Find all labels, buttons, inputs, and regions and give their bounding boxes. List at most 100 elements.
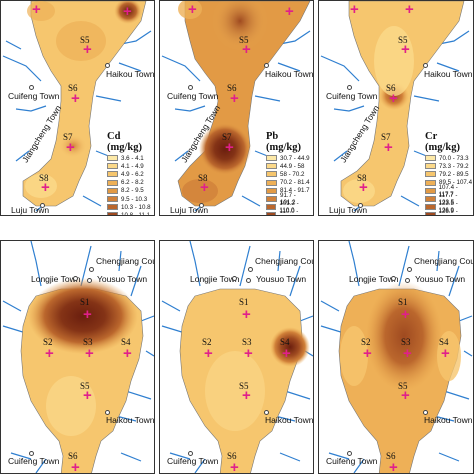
place-label-haikou: Haikou Town	[265, 415, 314, 425]
place-label-cuifeng: Cuifeng Town	[326, 456, 378, 466]
site-label-s5: S5	[239, 381, 249, 391]
legend-swatch	[266, 212, 277, 215]
legend-range-label: 8.2 - 9.5	[121, 187, 144, 195]
site-label-s2: S2	[43, 337, 53, 347]
site-label-s5: S5	[80, 381, 90, 391]
town-dot	[391, 276, 396, 281]
legend-range-label: 117.7 - 123.5	[438, 192, 458, 207]
site-marker: +	[66, 139, 75, 156]
site-marker: +	[363, 345, 372, 362]
site-label-s7: S7	[63, 132, 73, 142]
site-label-s6: S6	[386, 451, 396, 461]
site-label-s8: S8	[357, 173, 367, 183]
site-marker: +	[83, 41, 92, 58]
legend-swatch	[107, 155, 118, 162]
place-label-haikou: Haikou Town	[106, 415, 155, 425]
site-label-s3: S3	[83, 337, 93, 347]
legend-item: 89.5 - 107.4	[425, 179, 473, 187]
legend-range-label: 6.2 - 8.2	[121, 179, 144, 187]
legend-swatch	[266, 171, 277, 178]
rivers	[161, 241, 313, 473]
site-marker: +	[83, 306, 92, 323]
site-label-s8: S8	[39, 173, 49, 183]
legend-item: 44.9 - 58	[266, 162, 313, 170]
site-label-s7: S7	[381, 132, 391, 142]
legend-range-label: 10.8 - 11.1	[121, 211, 151, 216]
place-label-cuifeng: Cuifeng Town	[326, 91, 378, 101]
town-dot	[264, 63, 269, 68]
site-marker: +	[188, 1, 197, 18]
site-label-s4: S4	[280, 337, 290, 347]
legend-swatch	[425, 179, 436, 186]
site-marker: +	[83, 387, 92, 404]
cr-lake-map	[320, 1, 470, 212]
lake-map-4	[2, 241, 154, 473]
site-label-s6: S6	[227, 451, 237, 461]
town-dot	[73, 276, 78, 281]
place-label-cuifeng: Cuifeng Town	[8, 456, 60, 466]
legend-pb: Pb (mg/kg) 30.7 - 44.9 44.9 - 58 58 - 70.2…	[266, 131, 313, 215]
legend-item: 79.2 - 89.5	[425, 170, 473, 178]
legend-swatch	[425, 171, 436, 178]
rivers	[320, 241, 473, 473]
legend-item: 6.2 - 8.2	[107, 179, 154, 187]
site-marker: +	[389, 90, 398, 107]
legend-swatch	[266, 204, 277, 211]
legend-range-label: 30.7 - 44.9	[280, 154, 310, 162]
legend-swatch	[107, 212, 118, 215]
place-label-haikou: Haikou Town	[424, 415, 473, 425]
site-label-s1: S1	[398, 297, 408, 307]
legend-swatch	[107, 187, 118, 194]
site-label-s8: S8	[198, 173, 208, 183]
site-marker: +	[401, 306, 410, 323]
legend-swatch	[107, 196, 118, 203]
legend-range-label: 107.4 - 117.7	[438, 183, 458, 198]
town-dot	[405, 278, 410, 283]
place-label-luju: Luju Town	[170, 205, 209, 215]
legend-title: Cd (mg/kg)	[107, 131, 142, 153]
legend-range-label: 44.9 - 58	[280, 162, 305, 170]
legend-range-label: 126.9 - 128.8	[438, 208, 458, 216]
legend-item: 126.9 - 128.8	[425, 208, 473, 216]
site-label-s2: S2	[361, 337, 371, 347]
place-label-chengjiang: Chengjiang County	[255, 256, 313, 266]
site-marker: +	[403, 345, 412, 362]
site-marker: +	[441, 345, 450, 362]
site-label-s5: S5	[398, 381, 408, 391]
legend-range-label: 70.2 - 81.4	[280, 179, 310, 187]
legend-range-label: 58 - 70.2	[280, 170, 305, 178]
legend-title: Cr (mg/kg)	[425, 131, 460, 153]
legend-swatch	[425, 155, 436, 162]
town-dot	[40, 203, 45, 208]
legend-item: 4.9 - 6.2	[107, 170, 154, 178]
site-marker: +	[32, 1, 41, 18]
place-label-cuifeng: Cuifeng Town	[167, 91, 219, 101]
site-marker: +	[405, 1, 414, 18]
site-label-s2: S2	[202, 337, 212, 347]
cd-lake-map	[2, 1, 152, 212]
town-dot	[29, 451, 34, 456]
site-label-s4: S4	[121, 337, 131, 347]
site-marker: +	[401, 387, 410, 404]
legend-range-label: 79.2 - 89.5	[439, 170, 469, 178]
legend-item: 117.7 - 123.5	[425, 192, 473, 207]
site-marker: +	[123, 345, 132, 362]
site-marker: +	[200, 179, 209, 196]
site-marker: +	[350, 1, 359, 18]
site-marker: +	[242, 41, 251, 58]
legend-item: 70.2 - 81.4	[266, 179, 313, 187]
pb-lake-map	[161, 1, 311, 212]
site-label-s6: S6	[227, 83, 237, 93]
legend-range-label: 3.6 - 4.1	[121, 154, 144, 162]
legend-swatch	[425, 163, 436, 170]
legend-range-label: 123.5 - 126.9	[438, 200, 458, 215]
site-marker: +	[85, 345, 94, 362]
site-marker: +	[71, 459, 80, 474]
site-label-s5: S5	[398, 35, 408, 45]
legend-item: 91.7 - 101.2	[266, 192, 313, 206]
legend-item: 58 - 70.2	[266, 170, 313, 178]
legend-item: 123.5 - 126.9	[425, 200, 473, 215]
legend-range-label: 89.5 - 107.4	[439, 179, 473, 187]
place-label-cuifeng: Cuifeng Town	[167, 456, 219, 466]
legend-item: 73.3 - 79.2	[425, 162, 473, 170]
